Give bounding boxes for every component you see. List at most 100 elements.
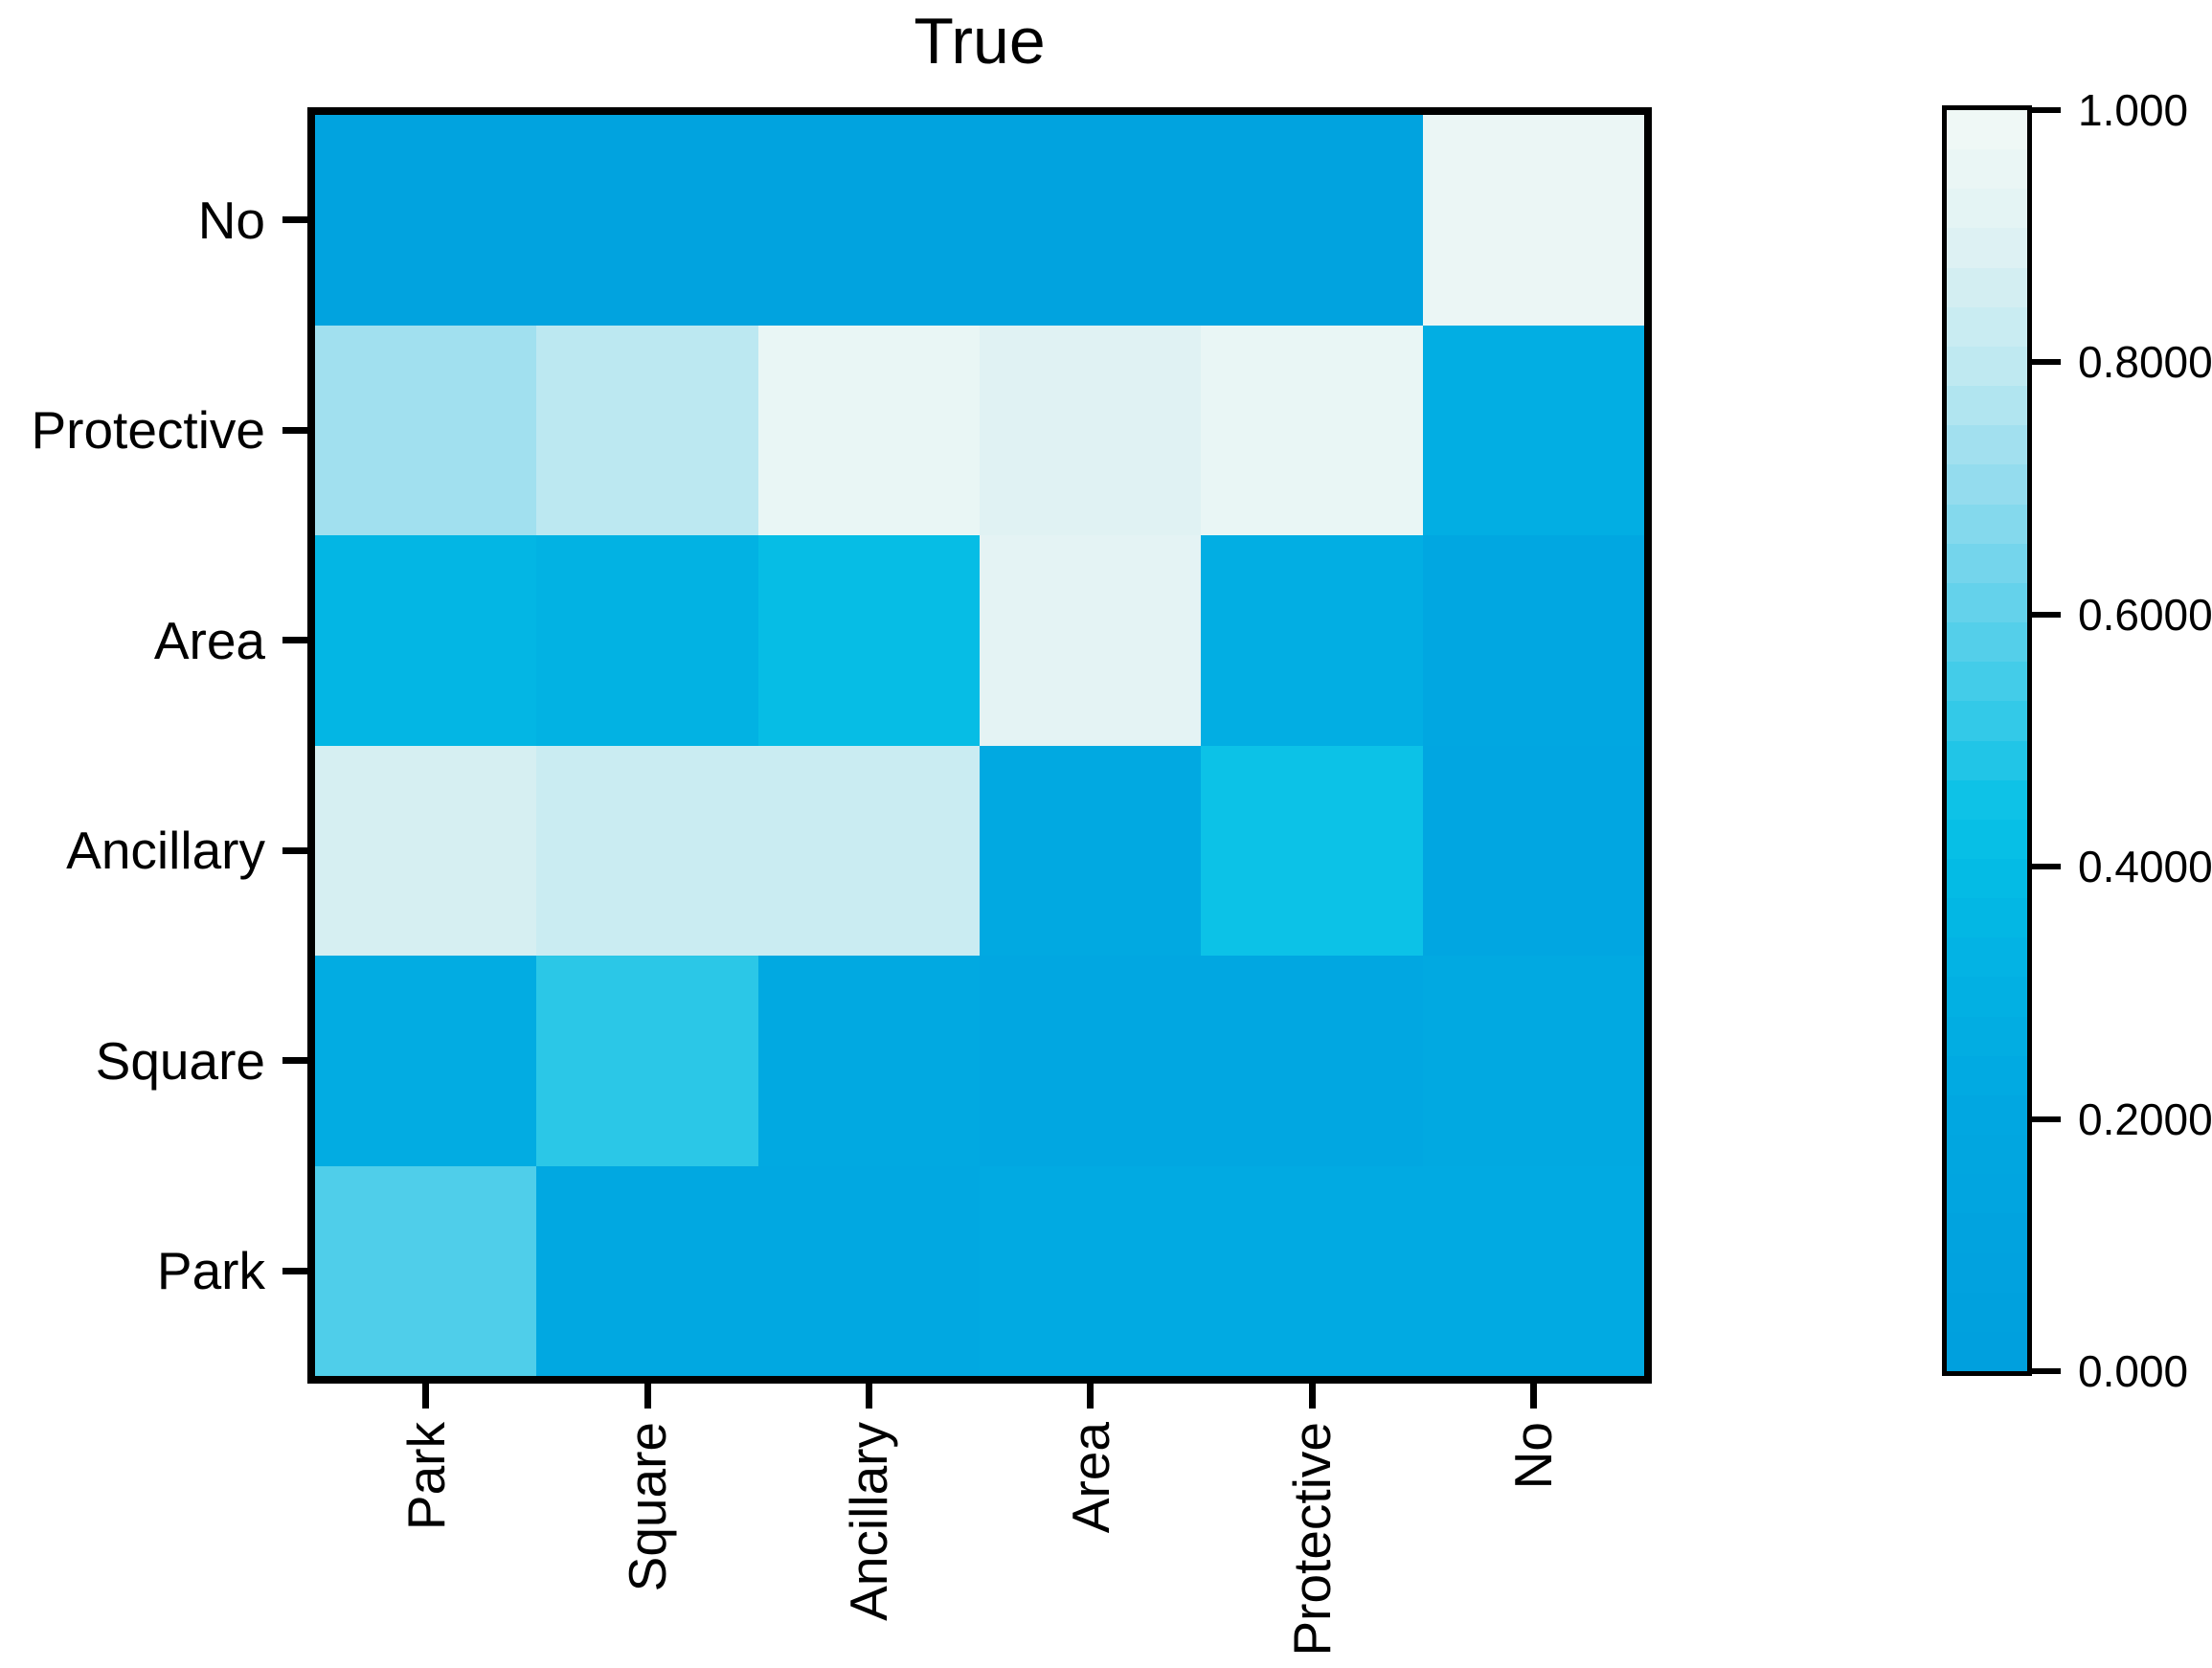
colorbar-band xyxy=(1947,1252,2027,1293)
heatmap-cell-Area-No xyxy=(1422,535,1644,746)
heatmap-cell-Protective-Protective xyxy=(1201,325,1423,535)
heatmap-cell-Park-No xyxy=(1422,1165,1644,1376)
y-axis-label-Ancillary: Ancillary xyxy=(66,821,265,881)
y-tick-No xyxy=(282,216,307,224)
heatmap-cell-Area-Square xyxy=(536,535,758,746)
colorbar-band xyxy=(1947,386,2027,426)
colorbar-band xyxy=(1947,662,2027,702)
heatmap-cell-Park-Square xyxy=(536,1165,758,1376)
plot-area xyxy=(307,107,1652,1384)
y-axis-label-Area: Area xyxy=(153,610,265,670)
colorbar-band xyxy=(1947,1094,2027,1136)
colorbar-band xyxy=(1947,267,2027,307)
colorbar-tick-label-0.4000: 0.4000 xyxy=(2078,842,2212,892)
heatmap-cell-Park-Protective xyxy=(1201,1165,1423,1376)
heatmap-cell-No-Protective xyxy=(1201,115,1423,326)
heatmap-cell-Protective-Square xyxy=(536,325,758,535)
colorbar-band xyxy=(1947,1055,2027,1095)
x-tick-Park xyxy=(422,1384,430,1409)
colorbar-band xyxy=(1947,189,2027,229)
y-tick-Protective xyxy=(282,426,307,434)
colorbar-band xyxy=(1947,898,2027,938)
colorbar-band xyxy=(1947,1292,2027,1332)
colorbar-band xyxy=(1947,1016,2027,1056)
colorbar-gradient xyxy=(1947,110,2027,1371)
colorbar-band xyxy=(1947,740,2027,780)
colorbar-band xyxy=(1947,464,2027,505)
y-tick-Area xyxy=(282,637,307,644)
colorbar-band xyxy=(1947,228,2027,268)
colorbar-band xyxy=(1947,110,2027,150)
heatmap-cell-Square-Square xyxy=(536,956,758,1166)
y-axis-label-Square: Square xyxy=(95,1030,265,1091)
heatmap-grid xyxy=(315,115,1644,1376)
heatmap-cell-Ancillary-No xyxy=(1422,745,1644,956)
colorbar-tick-0.2000 xyxy=(2032,1116,2061,1122)
heatmap-cell-Area-Area xyxy=(979,535,1202,746)
colorbar-tick-label-1.000: 1.000 xyxy=(2078,85,2189,135)
colorbar-band xyxy=(1947,1213,2027,1253)
heatmap-cell-No-Park xyxy=(315,115,537,326)
colorbar-tick-1.000 xyxy=(2032,107,2061,113)
colorbar-band xyxy=(1947,701,2027,741)
heatmap-cell-Ancillary-Square xyxy=(536,745,758,956)
y-tick-Ancillary xyxy=(282,846,307,854)
heatmap-cell-No-Square xyxy=(536,115,758,326)
heatmap-cell-Park-Ancillary xyxy=(757,1165,980,1376)
heatmap-cell-Park-Area xyxy=(979,1165,1202,1376)
y-tick-Square xyxy=(282,1057,307,1065)
y-tick-Park xyxy=(282,1267,307,1274)
colorbar-band xyxy=(1947,149,2027,190)
colorbar-tick-label-0.2000: 0.2000 xyxy=(2078,1093,2212,1144)
colorbar-band xyxy=(1947,1174,2027,1214)
x-tick-Protective xyxy=(1308,1384,1316,1409)
colorbar-band xyxy=(1947,582,2027,623)
colorbar-band xyxy=(1947,819,2027,859)
colorbar-tick-0.8000 xyxy=(2032,359,2061,366)
x-axis-label-Park: Park xyxy=(395,1422,456,1531)
colorbar-tick-0.000 xyxy=(2032,1368,2061,1374)
colorbar-tick-0.4000 xyxy=(2032,864,2061,870)
colorbar-tick-label-0.8000: 0.8000 xyxy=(2078,337,2212,388)
colorbar xyxy=(1942,105,2032,1376)
heatmap-cell-No-No xyxy=(1422,115,1644,326)
x-axis-label-Square: Square xyxy=(618,1422,677,1592)
heatmap-cell-Ancillary-Ancillary xyxy=(757,745,980,956)
heatmap-cell-Square-Park xyxy=(315,956,537,1166)
x-tick-Square xyxy=(643,1384,651,1409)
colorbar-band xyxy=(1947,346,2027,387)
heatmap-cell-Protective-Area xyxy=(979,325,1202,535)
heatmap-cell-Protective-No xyxy=(1422,325,1644,535)
x-axis-label-Ancillary: Ancillary xyxy=(839,1422,899,1621)
heatmap-cell-Square-No xyxy=(1422,956,1644,1166)
colorbar-band xyxy=(1947,425,2027,465)
x-tick-Area xyxy=(1087,1384,1095,1409)
colorbar-band xyxy=(1947,622,2027,663)
heatmap-cell-Protective-Park xyxy=(315,325,537,535)
colorbar-tick-label-0.000: 0.000 xyxy=(2078,1346,2189,1396)
colorbar-band xyxy=(1947,543,2027,583)
heatmap-cell-Square-Ancillary xyxy=(757,956,980,1166)
heatmap-cell-Square-Protective xyxy=(1201,956,1423,1166)
x-tick-No xyxy=(1529,1384,1537,1409)
heatmap-cell-Area-Ancillary xyxy=(757,535,980,746)
heatmap-cell-Square-Area xyxy=(979,956,1202,1166)
heatmap-cell-Ancillary-Area xyxy=(979,745,1202,956)
heatmap-cell-Park-Park xyxy=(315,1165,537,1376)
colorbar-band xyxy=(1947,306,2027,347)
colorbar-band xyxy=(1947,1331,2027,1371)
heatmap-cell-No-Ancillary xyxy=(757,115,980,326)
colorbar-band xyxy=(1947,779,2027,820)
colorbar-band xyxy=(1947,504,2027,544)
y-axis-label-Protective: Protective xyxy=(31,400,265,461)
heatmap-cell-Area-Park xyxy=(315,535,537,746)
colorbar-band xyxy=(1947,858,2027,899)
heatmap-cell-Ancillary-Protective xyxy=(1201,745,1423,956)
x-axis-label-Area: Area xyxy=(1060,1422,1120,1534)
x-tick-Ancillary xyxy=(865,1384,872,1409)
chart-title: True xyxy=(914,5,1046,78)
colorbar-tick-0.6000 xyxy=(2032,611,2061,618)
heatmap-cell-No-Area xyxy=(979,115,1202,326)
colorbar-band xyxy=(1947,1135,2027,1175)
